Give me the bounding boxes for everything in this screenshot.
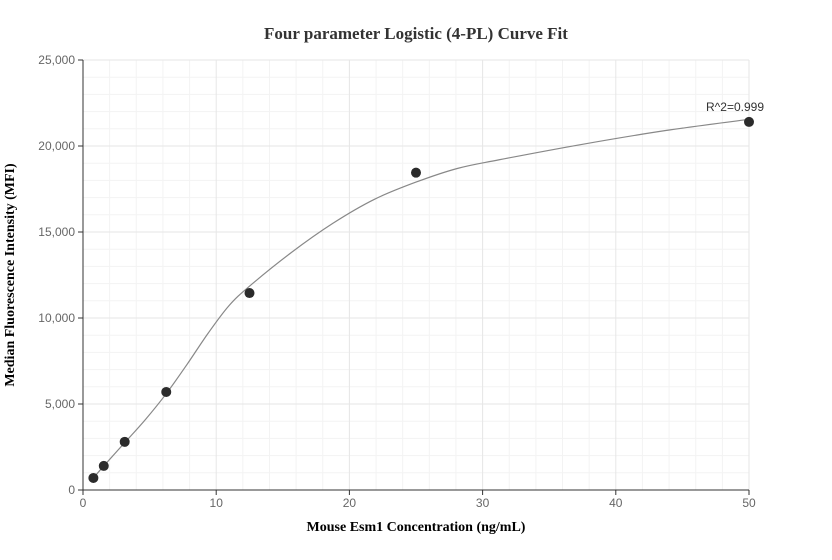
data-point xyxy=(161,386,172,397)
y-tick-label: 10,000 xyxy=(38,311,75,325)
data-point xyxy=(744,116,754,127)
y-tick-label: 5,000 xyxy=(45,397,75,411)
x-tick-label: 40 xyxy=(609,496,623,510)
y-axis-label: Median Fluorescence Intensity (MFI) xyxy=(3,163,18,387)
y-tick-label: 20,000 xyxy=(38,139,75,153)
fit-curve xyxy=(92,118,750,479)
data-points xyxy=(88,116,754,483)
grid xyxy=(82,59,750,491)
data-point xyxy=(88,472,99,483)
data-point xyxy=(98,460,109,471)
tick-labels: 0 10 20 30 40 50 0 5,000 10,000 15,000 20,000 25,00… xyxy=(38,53,756,510)
x-tick-label: 10 xyxy=(210,496,224,510)
x-tick-label: 0 xyxy=(80,496,87,510)
y-tick-label: 0 xyxy=(68,483,75,497)
x-tick-label: 30 xyxy=(476,496,490,510)
x-axis-label: Mouse Esm1 Concentration (ng/mL) xyxy=(307,520,526,535)
data-point xyxy=(411,167,421,178)
x-tick-label: 20 xyxy=(343,496,357,510)
chart-title: Four parameter Logistic (4-PL) Curve Fit xyxy=(264,24,568,43)
y-tick-label: 25,000 xyxy=(38,53,75,67)
y-tick-label: 15,000 xyxy=(38,225,75,239)
data-point xyxy=(119,436,130,447)
r-squared-annotation: R^2=0.999 xyxy=(706,100,764,114)
x-tick-label: 50 xyxy=(742,496,756,510)
data-point xyxy=(244,288,255,299)
axes xyxy=(78,59,750,495)
